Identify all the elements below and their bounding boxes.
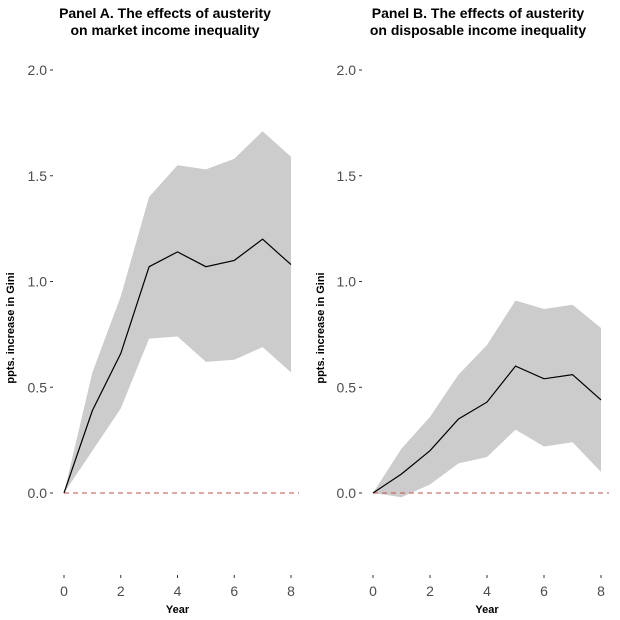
y-tick-label: 0.5 [337,379,357,395]
y-tick-label: 0.0 [337,485,357,501]
x-axis-title: Year [475,604,499,616]
x-tick-label: 2 [117,583,125,599]
chart-title-line: Panel A. The effects of austerity [59,5,271,21]
x-tick-label: 6 [540,583,548,599]
y-tick-label: 0.0 [28,485,48,501]
y-tick-label: 1.5 [337,168,357,184]
x-tick-label: 8 [287,583,295,599]
y-tick-label: 1.5 [28,168,48,184]
chart-title-line: on market income inequality [70,22,259,38]
y-axis-title: ppts. increase in Gini [5,272,17,383]
y-tick-label: 0.5 [28,379,48,395]
series-line [372,365,602,494]
y-tick-label: 2.0 [28,62,48,78]
confidence-band [373,300,601,498]
x-tick-label: 8 [597,583,605,599]
x-tick-label: 0 [369,583,377,599]
y-tick-label: 1.0 [28,274,48,290]
x-tick-label: 0 [60,583,68,599]
x-tick-label: 4 [483,583,491,599]
confidence-band [64,131,291,494]
x-tick-label: 4 [174,583,182,599]
x-axis-title: Year [166,604,190,616]
chart-title-line: Panel B. The effects of austerity [372,5,585,21]
x-tick-label: 2 [426,583,434,599]
x-tick-label: 6 [230,583,238,599]
chart-title-line: on disposable income inequality [370,22,586,38]
y-tick-label: 2.0 [337,62,357,78]
y-tick-label: 1.0 [337,274,357,290]
y-axis-title: ppts. increase in Gini [315,272,327,383]
